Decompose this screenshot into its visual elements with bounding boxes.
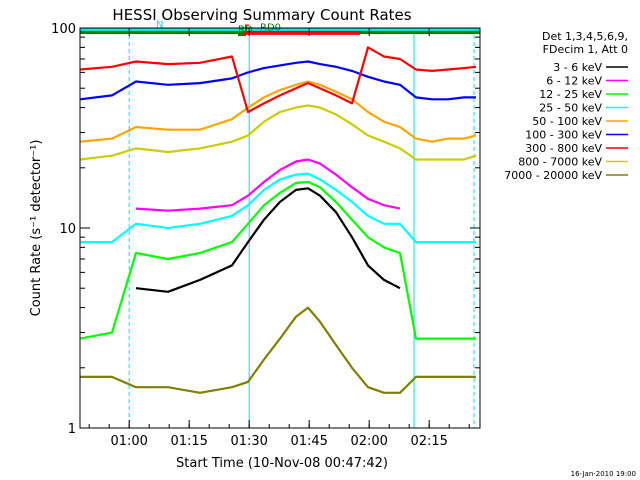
series-line-1 bbox=[135, 187, 401, 293]
legend-label-3: 12 - 25 keV bbox=[539, 88, 602, 101]
flag-label-n: N bbox=[156, 20, 163, 31]
y-axis-label: Count Rate (s⁻¹ detector⁻¹) bbox=[29, 140, 44, 317]
series-line-4 bbox=[80, 172, 476, 244]
x-tick-label: 01:30 bbox=[230, 434, 267, 449]
series-line-7 bbox=[79, 46, 477, 114]
x-tick-label: 02:15 bbox=[410, 434, 447, 449]
x-tick-label: 01:15 bbox=[170, 434, 207, 449]
legend: Det 1,3,4,5,6,9, FDecim 1, Att 0 3 - 6 k… bbox=[504, 30, 628, 182]
plot-frame bbox=[79, 27, 481, 429]
legend-label-6: 100 - 300 keV bbox=[525, 129, 602, 142]
x-tick-label: 02:00 bbox=[350, 434, 387, 449]
chart-title: HESSI Observing Summary Count Rates bbox=[112, 6, 411, 24]
y-tick-label: 10 bbox=[59, 222, 76, 237]
y-tick-label: 1 bbox=[68, 422, 76, 437]
legend-label-9: 7000 - 20000 keV bbox=[504, 169, 602, 182]
legend-label-1: 3 - 6 keV bbox=[553, 61, 602, 74]
legend-label-4: 25 - 50 keV bbox=[539, 102, 602, 115]
series-line-9 bbox=[80, 306, 476, 394]
x-tick-label: 01:45 bbox=[290, 434, 327, 449]
footer-date: 16-Jan-2010 19:00 bbox=[571, 470, 636, 478]
series-line-2 bbox=[135, 158, 401, 212]
x-tick-label: 01:00 bbox=[110, 434, 147, 449]
legend-label-2: 6 - 12 keV bbox=[546, 75, 602, 88]
series-line-5 bbox=[79, 80, 477, 143]
legend-header-line-1: Det 1,3,4,5,6,9, bbox=[542, 30, 628, 43]
series-line-8 bbox=[79, 104, 477, 161]
y-tick-label: 100 bbox=[51, 22, 76, 37]
legend-label-7: 300 - 800 keV bbox=[525, 142, 602, 155]
series-line-6 bbox=[79, 60, 476, 101]
flag-label-rd: RD bbox=[238, 25, 253, 36]
x-axis-label: Start Time (10-Nov-08 00:47:42) bbox=[176, 456, 388, 471]
legend-header-line-2: FDecim 1, Att 0 bbox=[543, 43, 628, 56]
series-line-3 bbox=[79, 180, 476, 340]
flag-label-f: F bbox=[244, 23, 250, 34]
legend-label-5: 50 - 100 keV bbox=[532, 115, 602, 128]
legend-label-8: 800 - 7000 keV bbox=[518, 156, 602, 169]
